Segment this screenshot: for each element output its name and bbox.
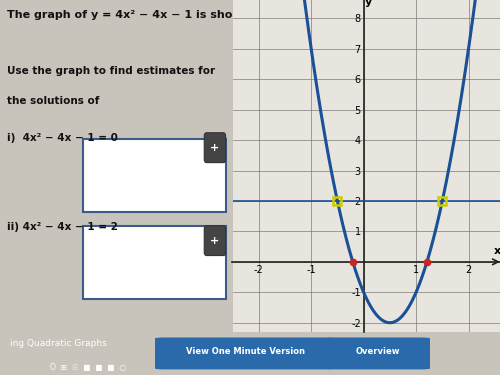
Text: The graph of y = 4x² − 4x − 1 is shown.: The graph of y = 4x² − 4x − 1 is shown. (7, 10, 255, 20)
Text: y: y (365, 0, 372, 7)
Text: i)  4x² − 4x − 1 = 0: i) 4x² − 4x − 1 = 0 (7, 133, 118, 143)
Text: Overview: Overview (355, 347, 400, 356)
FancyBboxPatch shape (155, 338, 335, 369)
Text: the solutions of: the solutions of (7, 96, 100, 106)
FancyBboxPatch shape (83, 140, 226, 212)
Text: +: + (210, 236, 220, 246)
FancyBboxPatch shape (204, 133, 226, 163)
Text: O  ⊞  ☉  ■  ■  ■  ○: O ⊞ ☉ ■ ■ ■ ○ (50, 363, 126, 372)
Text: x: x (494, 246, 500, 256)
FancyBboxPatch shape (83, 226, 226, 298)
Text: View One Minute Version: View One Minute Version (186, 347, 304, 356)
FancyBboxPatch shape (325, 338, 430, 369)
Text: Use the graph to find estimates for: Use the graph to find estimates for (7, 66, 215, 76)
Text: ing Quadratic Graphs: ing Quadratic Graphs (10, 339, 107, 348)
Text: +: + (210, 142, 220, 153)
Text: ii) 4x² − 4x − 1 = 2: ii) 4x² − 4x − 1 = 2 (7, 222, 118, 232)
FancyBboxPatch shape (204, 226, 226, 255)
